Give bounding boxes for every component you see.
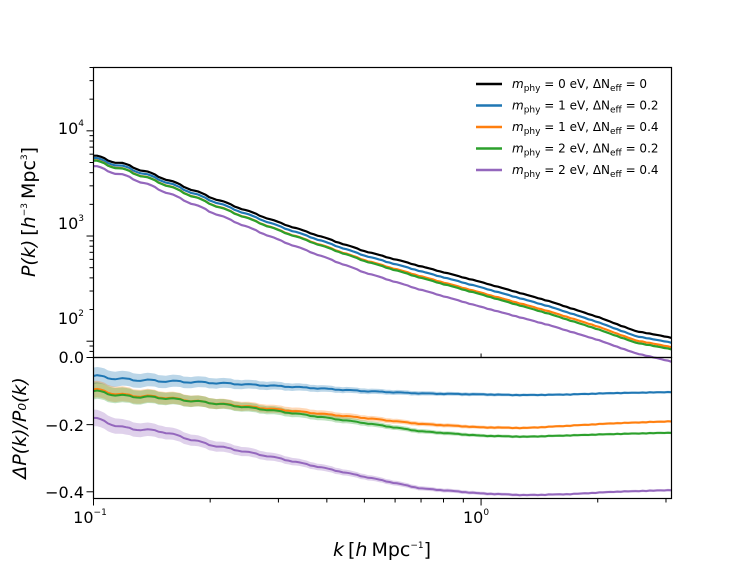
xtick-label-0.1: 10−1 bbox=[73, 508, 107, 527]
ratio-band-2 bbox=[93, 380, 672, 430]
bottom-ytick-label-0.4: −0.4 bbox=[45, 483, 84, 502]
power-spectrum-lines bbox=[93, 154, 672, 363]
bottom-y-axis-label: ΔP(k)/P₀(k) bbox=[9, 377, 31, 481]
ratio-line-1 bbox=[93, 374, 672, 397]
bottom-ytick-label-0.2: −0.2 bbox=[45, 416, 84, 435]
ratio-band-4 bbox=[93, 409, 672, 497]
bottom-ytick-label-0: 0.0 bbox=[59, 348, 84, 367]
xtick-label-1: 100 bbox=[463, 508, 489, 527]
ratio-lines bbox=[93, 374, 672, 497]
ratio-band-3 bbox=[93, 382, 672, 439]
top-ytick-label-10000: 104 bbox=[58, 119, 84, 138]
top-ytick-label-1000: 103 bbox=[58, 214, 84, 233]
pk-line-0 bbox=[93, 154, 672, 339]
legend-label-2: mphy = 1 eV, ΔNeff = 0.4 bbox=[512, 120, 659, 137]
pk-line-3 bbox=[93, 159, 672, 351]
pk-line-1 bbox=[93, 157, 672, 344]
top-y-axis-label: P(k)[h−3Mpc3] bbox=[18, 147, 40, 277]
ratio-line-4 bbox=[93, 416, 672, 497]
pk-line-4 bbox=[93, 165, 672, 363]
legend: mphy = 0 eV, ΔNeff = 0 mphy = 1 eV, ΔNeff… bbox=[476, 77, 659, 180]
x-axis-label: k [h Mpc−1] bbox=[333, 539, 431, 561]
legend-label-0: mphy = 0 eV, ΔNeff = 0 bbox=[512, 77, 647, 94]
legend-label-3: mphy = 2 eV, ΔNeff = 0.2 bbox=[512, 142, 659, 159]
ratio-line-3 bbox=[93, 389, 672, 438]
legend-label-1: mphy = 1 eV, ΔNeff = 0.2 bbox=[512, 99, 659, 116]
top-ytick-label-100: 102 bbox=[58, 309, 84, 328]
ratio-error-bands bbox=[93, 367, 672, 497]
legend-label-4: mphy = 2 eV, ΔNeff = 0.4 bbox=[512, 163, 659, 180]
bottom-panel-frame bbox=[92, 356, 673, 500]
